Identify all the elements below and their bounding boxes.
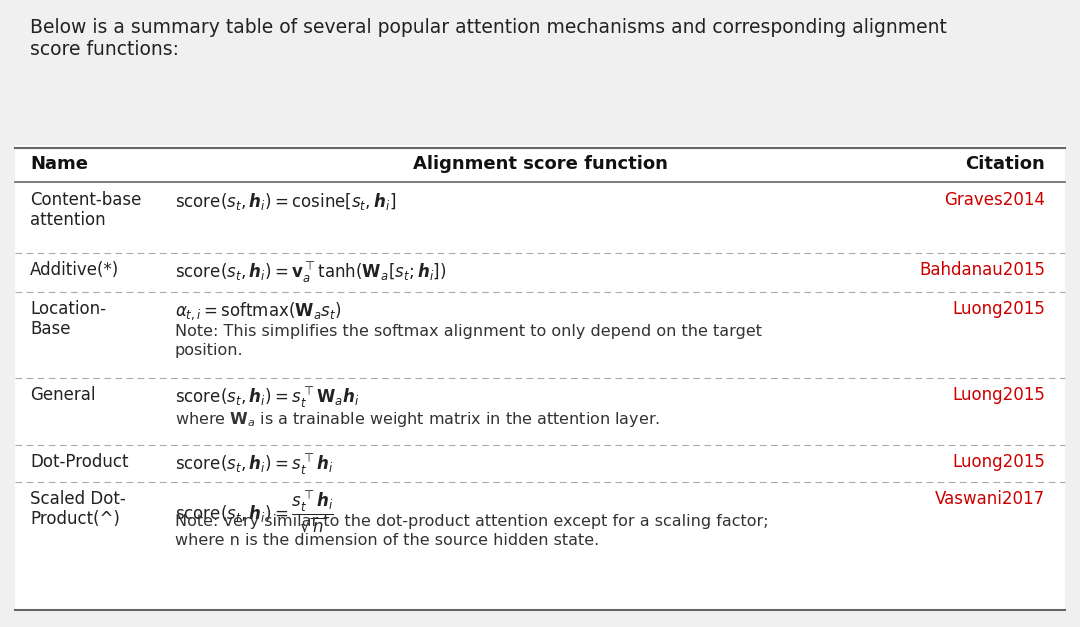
Text: Luong2015: Luong2015 — [953, 300, 1045, 318]
Text: where n is the dimension of the source hidden state.: where n is the dimension of the source h… — [175, 533, 599, 548]
Text: Additive(*): Additive(*) — [30, 261, 119, 279]
Text: Product(^): Product(^) — [30, 510, 120, 528]
Text: Base: Base — [30, 320, 70, 338]
Text: $\mathrm{score}(s_t, \boldsymbol{h}_i) = s_t^\top \mathbf{W}_a \boldsymbol{h}_i$: $\mathrm{score}(s_t, \boldsymbol{h}_i) =… — [175, 386, 360, 411]
Text: $\mathrm{score}(s_t, \boldsymbol{h}_i) = \mathbf{v}_a^\top \tanh(\mathbf{W}_a[s_: $\mathrm{score}(s_t, \boldsymbol{h}_i) =… — [175, 261, 446, 286]
Text: Citation: Citation — [966, 155, 1045, 173]
Text: General: General — [30, 386, 95, 404]
Text: Below is a summary table of several popular attention mechanisms and correspondi: Below is a summary table of several popu… — [30, 18, 947, 59]
Text: Note: very similar to the dot-product attention except for a scaling factor;: Note: very similar to the dot-product at… — [175, 514, 769, 529]
Text: position.: position. — [175, 343, 244, 358]
Text: attention: attention — [30, 211, 106, 229]
Text: where $\mathbf{W}_a$ is a trainable weight matrix in the attention layer.: where $\mathbf{W}_a$ is a trainable weig… — [175, 410, 660, 429]
Text: Content-base: Content-base — [30, 191, 141, 209]
Bar — [15, 145, 1065, 610]
Text: Luong2015: Luong2015 — [953, 386, 1045, 404]
Text: Bahdanau2015: Bahdanau2015 — [919, 261, 1045, 279]
Text: Vaswani2017: Vaswani2017 — [935, 490, 1045, 508]
Text: Scaled Dot-: Scaled Dot- — [30, 490, 125, 508]
Text: Dot-Product: Dot-Product — [30, 453, 129, 471]
Text: $\mathrm{score}(s_t, \boldsymbol{h}_i) = \mathrm{cosine}[s_t, \boldsymbol{h}_i]$: $\mathrm{score}(s_t, \boldsymbol{h}_i) =… — [175, 191, 396, 212]
Text: Location-: Location- — [30, 300, 106, 318]
Text: Note: This simplifies the softmax alignment to only depend on the target: Note: This simplifies the softmax alignm… — [175, 324, 762, 339]
Text: $\mathrm{score}(s_t, \boldsymbol{h}_i) = \dfrac{s_t^\top \boldsymbol{h}_i}{\sqrt: $\mathrm{score}(s_t, \boldsymbol{h}_i) =… — [175, 490, 334, 535]
Text: Name: Name — [30, 155, 87, 173]
Text: $\alpha_{t,i} = \mathrm{softmax}(\mathbf{W}_a s_t)$: $\alpha_{t,i} = \mathrm{softmax}(\mathbf… — [175, 300, 341, 322]
Text: Alignment score function: Alignment score function — [413, 155, 667, 173]
Text: Luong2015: Luong2015 — [953, 453, 1045, 471]
Text: Graves2014: Graves2014 — [944, 191, 1045, 209]
Text: $\mathrm{score}(s_t, \boldsymbol{h}_i) = s_t^\top \boldsymbol{h}_i$: $\mathrm{score}(s_t, \boldsymbol{h}_i) =… — [175, 453, 334, 478]
